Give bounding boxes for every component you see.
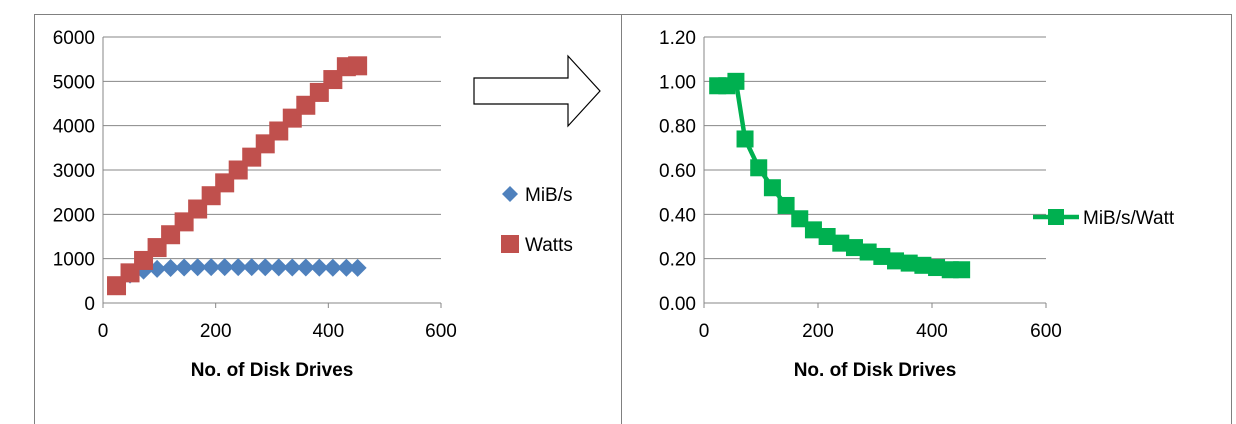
data-point: [256, 258, 275, 277]
x-axis-label: No. of Disk Drives: [794, 360, 957, 381]
data-point: [873, 247, 891, 265]
data-point: [804, 221, 822, 239]
data-point: [750, 159, 768, 177]
data-point: [283, 258, 302, 277]
data-point: [859, 243, 877, 261]
x-axis-label: No. of Disk Drives: [191, 360, 354, 381]
series-mib-s: [107, 258, 367, 296]
x-tick-label: 400: [916, 321, 948, 342]
y-tick-label: 1.20: [659, 28, 696, 49]
data-point: [269, 258, 288, 277]
data-point: [900, 254, 918, 272]
data-point: [310, 258, 329, 277]
x-tick-label: 600: [425, 321, 457, 342]
legend-marker: [1048, 209, 1064, 225]
data-point: [736, 130, 754, 148]
y-tick-label: 0.20: [659, 250, 696, 271]
y-tick-label: 6000: [53, 28, 95, 49]
data-point: [202, 258, 221, 277]
data-point: [763, 179, 781, 197]
x-tick-label: 0: [98, 321, 109, 342]
y-tick-label: 0.00: [659, 294, 696, 315]
legend-entry: Watts: [501, 235, 573, 256]
data-point: [348, 258, 367, 277]
x-tick-label: 200: [802, 321, 834, 342]
data-point: [953, 261, 971, 279]
legend-entry: MiB/s/Watt: [1033, 208, 1175, 229]
data-point: [777, 196, 795, 214]
data-point: [348, 56, 368, 76]
legend-label: MiB/s: [525, 185, 573, 206]
y-tick-label: 0.40: [659, 205, 696, 226]
legend-marker: [501, 235, 519, 253]
data-point: [727, 72, 745, 90]
legend-label: Watts: [525, 235, 573, 256]
y-tick-label: 2000: [53, 205, 95, 226]
data-point: [337, 258, 356, 277]
legend-marker: [502, 186, 518, 202]
chart-mib-watts: 0 1000 2000 3000 4000 5000 6000 0 200 400 600 No. o…: [53, 28, 573, 381]
y-tick-label: 4000: [53, 117, 95, 138]
x-tick-label: 0: [699, 321, 710, 342]
data-point: [914, 256, 932, 274]
chart-mib-per-watt: 0.00 0.20 0.40 0.60 0.80 1.00 1.20 0 200 400 600 No…: [659, 28, 1175, 381]
y-tick-label: 1000: [53, 250, 95, 271]
data-point: [928, 259, 946, 277]
data-point: [175, 258, 194, 277]
data-point: [887, 252, 905, 270]
y-tick-label: 0.80: [659, 117, 696, 138]
series-watts: [107, 56, 368, 296]
y-tick-label: 1.00: [659, 72, 696, 93]
data-point: [242, 258, 261, 277]
data-point: [818, 228, 836, 245]
data-point: [296, 258, 315, 277]
y-tick-label: 3000: [53, 161, 95, 182]
x-tick-label: 400: [312, 321, 344, 342]
data-point: [323, 258, 342, 277]
y-tick-label: 0.60: [659, 161, 696, 182]
data-point: [229, 258, 248, 277]
data-point: [161, 258, 180, 277]
data-point: [845, 239, 863, 257]
legend-entry: MiB/s: [502, 185, 573, 206]
data-point: [791, 210, 809, 228]
x-tick-label: 600: [1030, 321, 1062, 342]
y-tick-label: 0: [84, 294, 95, 315]
series-mib-s-watt: [709, 72, 971, 279]
data-point: [832, 234, 850, 252]
legend-label: MiB/s/Watt: [1083, 208, 1175, 229]
right-panel-border: [621, 14, 1232, 424]
right-arrow-shape: [473, 54, 601, 128]
y-tick-label: 5000: [53, 72, 95, 93]
data-point: [188, 258, 207, 277]
x-tick-label: 200: [200, 321, 232, 342]
data-point: [215, 258, 234, 277]
